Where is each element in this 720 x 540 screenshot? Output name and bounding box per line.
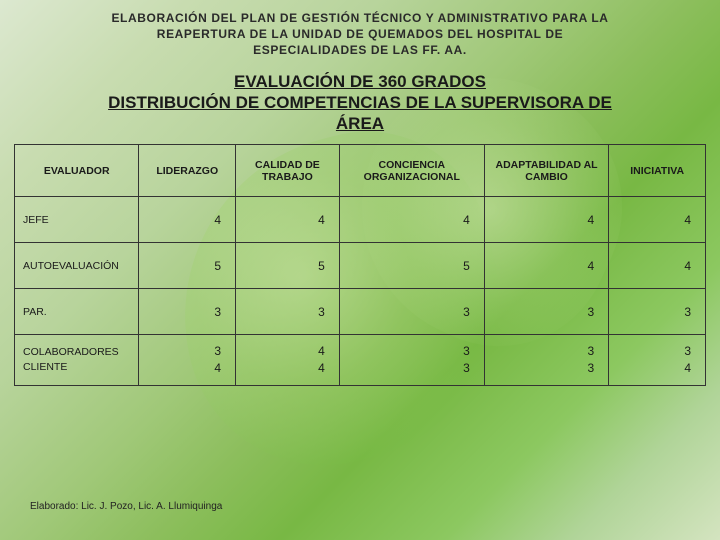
header-line2: REAPERTURA DE LA UNIDAD DE QUEMADOS DEL … (157, 27, 563, 41)
col-iniciativa: INICIATIVA (609, 145, 706, 197)
table-row: PAR. 3 3 3 3 3 (15, 289, 706, 335)
col-calidad: CALIDAD DE TRABAJO (236, 145, 340, 197)
stacked-val: 3 (684, 344, 691, 358)
subtitle-line3: ÁREA (336, 114, 384, 133)
col-adaptabilidad: ADAPTABILIDAD AL CAMBIO (484, 145, 608, 197)
cell: 3 (339, 289, 484, 335)
table-row: AUTOEVALUACIÓN 5 5 5 4 4 (15, 243, 706, 289)
stacked-val: 4 (214, 361, 221, 375)
row-label: JEFE (15, 197, 139, 243)
cell: 4 (609, 197, 706, 243)
stacked-label: COLABORADORES (23, 346, 119, 358)
cell: 4 (339, 197, 484, 243)
col-liderazgo: LIDERAZGO (139, 145, 236, 197)
stacked-val: 3 (588, 344, 595, 358)
header-line1: ELABORACIÓN DEL PLAN DE GESTIÓN TÉCNICO … (111, 11, 608, 25)
cell-stacked: 3 3 (339, 335, 484, 386)
cell-stacked: 4 4 (236, 335, 340, 386)
credit-line: Elaborado: Lic. J. Pozo, Lic. A. Llumiqu… (30, 501, 222, 512)
stacked-val: 4 (318, 344, 325, 358)
cell: 5 (339, 243, 484, 289)
cell: 4 (484, 243, 608, 289)
table-header-row: EVALUADOR LIDERAZGO CALIDAD DE TRABAJO C… (15, 145, 706, 197)
col-evaluador: EVALUADOR (15, 145, 139, 197)
cell: 4 (139, 197, 236, 243)
cell: 3 (484, 289, 608, 335)
cell: 3 (139, 289, 236, 335)
cell: 4 (484, 197, 608, 243)
row-label: AUTOEVALUACIÓN (15, 243, 139, 289)
cell-stacked: 3 4 (139, 335, 236, 386)
stacked-val: 3 (463, 361, 470, 375)
stacked-val: 3 (463, 344, 470, 358)
stacked-val: 4 (684, 361, 691, 375)
header-line3: ESPECIALIDADES DE LAS FF. AA. (253, 43, 467, 57)
stacked-val: 3 (588, 361, 595, 375)
cell-stacked: 3 4 (609, 335, 706, 386)
cell: 3 (236, 289, 340, 335)
row-label-stacked: COLABORADORES CLIENTE (15, 335, 139, 386)
table-row: JEFE 4 4 4 4 4 (15, 197, 706, 243)
subtitle-line2: DISTRIBUCIÓN DE COMPETENCIAS DE LA SUPER… (108, 93, 612, 112)
stacked-label: CLIENTE (23, 361, 67, 373)
subtitle-line1: EVALUACIÓN DE 360 GRADOS (234, 72, 486, 91)
cell-stacked: 3 3 (484, 335, 608, 386)
stacked-val: 4 (318, 361, 325, 375)
cell: 5 (236, 243, 340, 289)
cell: 5 (139, 243, 236, 289)
stacked-val: 3 (214, 344, 221, 358)
cell: 3 (609, 289, 706, 335)
page-header: ELABORACIÓN DEL PLAN DE GESTIÓN TÉCNICO … (14, 10, 706, 59)
col-conciencia: CONCIENCIA ORGANIZACIONAL (339, 145, 484, 197)
cell: 4 (236, 197, 340, 243)
cell: 4 (609, 243, 706, 289)
subtitle: EVALUACIÓN DE 360 GRADOS DISTRIBUCIÓN DE… (14, 71, 706, 135)
table-row: COLABORADORES CLIENTE 3 4 4 4 3 3 3 3 (15, 335, 706, 386)
row-label: PAR. (15, 289, 139, 335)
competency-table: EVALUADOR LIDERAZGO CALIDAD DE TRABAJO C… (14, 144, 706, 386)
